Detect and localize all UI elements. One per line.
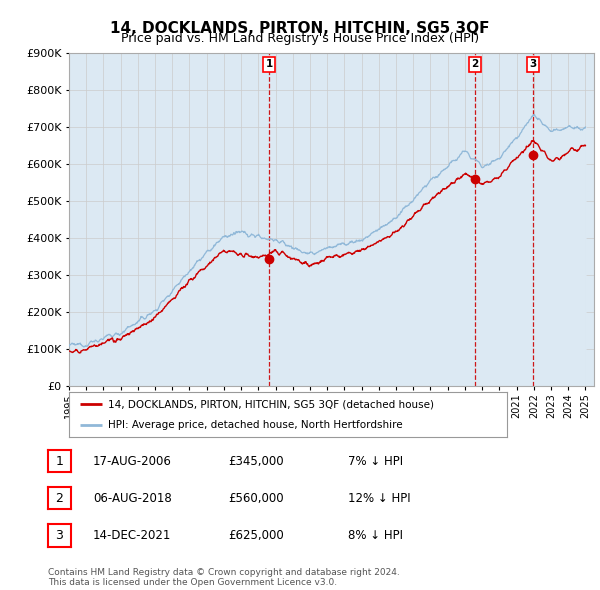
- Text: 3: 3: [55, 529, 64, 542]
- Text: 8% ↓ HPI: 8% ↓ HPI: [348, 529, 403, 542]
- Text: 7% ↓ HPI: 7% ↓ HPI: [348, 454, 403, 468]
- Text: £345,000: £345,000: [228, 454, 284, 468]
- Text: 14-DEC-2021: 14-DEC-2021: [93, 529, 172, 542]
- Text: 12% ↓ HPI: 12% ↓ HPI: [348, 491, 410, 505]
- Text: £625,000: £625,000: [228, 529, 284, 542]
- Text: Price paid vs. HM Land Registry's House Price Index (HPI): Price paid vs. HM Land Registry's House …: [121, 32, 479, 45]
- Text: 2: 2: [55, 491, 64, 505]
- Text: 3: 3: [529, 59, 536, 69]
- Text: HPI: Average price, detached house, North Hertfordshire: HPI: Average price, detached house, Nort…: [109, 419, 403, 430]
- Text: 14, DOCKLANDS, PIRTON, HITCHIN, SG5 3QF: 14, DOCKLANDS, PIRTON, HITCHIN, SG5 3QF: [110, 21, 490, 35]
- Text: 06-AUG-2018: 06-AUG-2018: [93, 491, 172, 505]
- Text: 17-AUG-2006: 17-AUG-2006: [93, 454, 172, 468]
- Text: £560,000: £560,000: [228, 491, 284, 505]
- Text: 2: 2: [472, 59, 479, 69]
- Text: 14, DOCKLANDS, PIRTON, HITCHIN, SG5 3QF (detached house): 14, DOCKLANDS, PIRTON, HITCHIN, SG5 3QF …: [109, 399, 434, 409]
- Text: 1: 1: [266, 59, 273, 69]
- Text: 1: 1: [55, 454, 64, 468]
- Text: Contains HM Land Registry data © Crown copyright and database right 2024.
This d: Contains HM Land Registry data © Crown c…: [48, 568, 400, 587]
